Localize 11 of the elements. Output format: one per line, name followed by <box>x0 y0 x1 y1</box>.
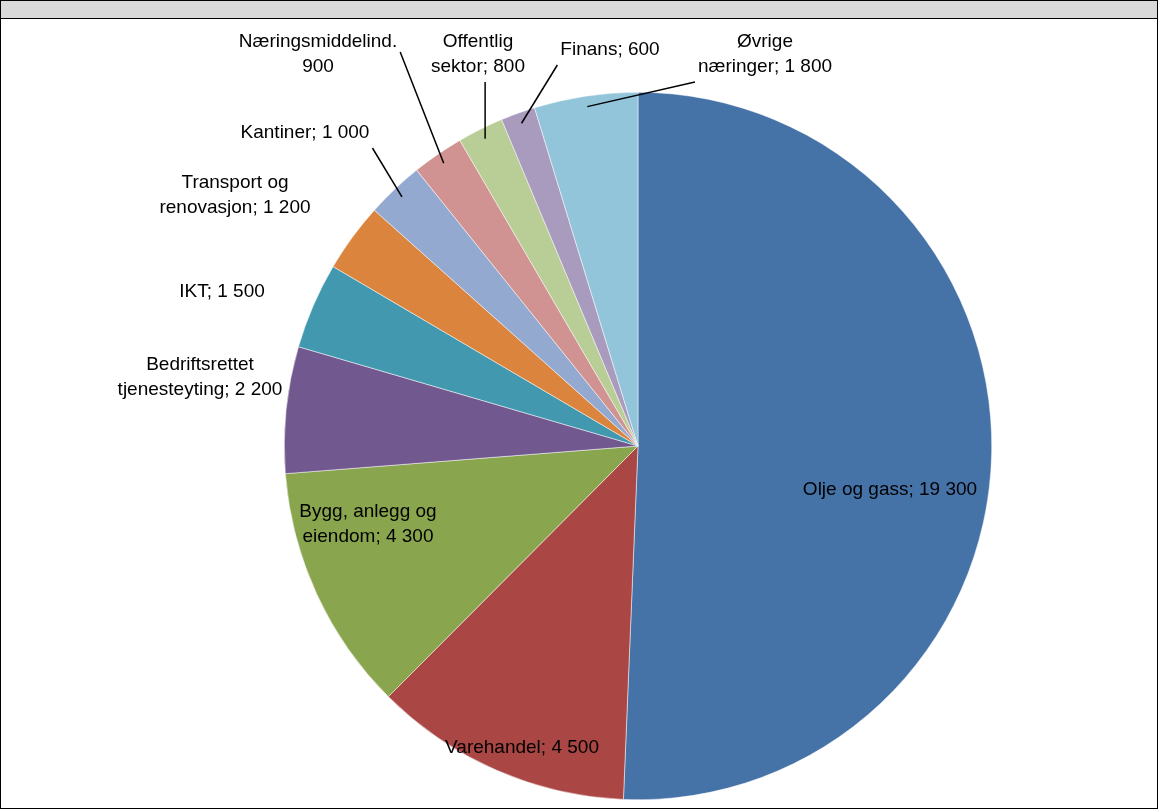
slice-label: Næringsmiddelind. <box>238 29 398 51</box>
slice-label: Bedriftsrettet tjenesteyting; 2 200 <box>117 352 283 399</box>
slice-label: Transport og renovasjon; 1 200 <box>159 170 311 217</box>
slice-label: Bygg, anlegg og eiendom; 4 300 <box>299 499 437 546</box>
slice-label: Øvrige næringer; 1 800 <box>697 29 833 76</box>
slice-label: IKT; 1 500 <box>179 279 265 301</box>
slice-label: Offentlig sektor; 800 <box>431 29 525 76</box>
slice-label: Kantiner; 1 000 <box>240 120 370 142</box>
slice-label: Finans; 600 <box>560 37 660 59</box>
slice-label: Olje og gass; 19 300 <box>802 477 978 499</box>
data-label: 900 <box>302 54 334 76</box>
